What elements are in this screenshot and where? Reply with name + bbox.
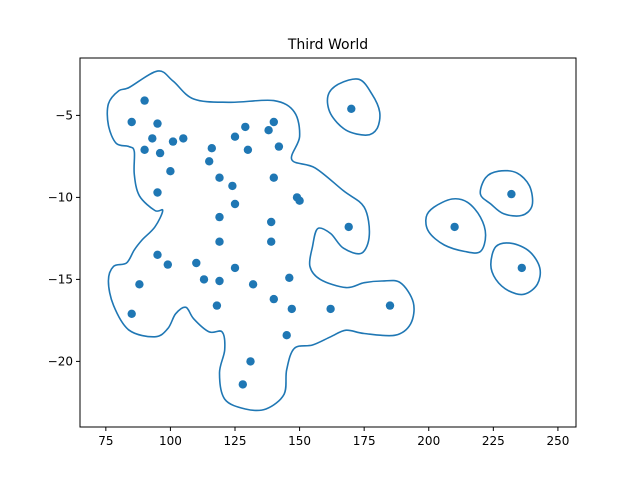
cluster-outlines [106, 70, 542, 412]
data-point [230, 263, 240, 273]
data-point [127, 309, 136, 318]
data-point [166, 167, 175, 176]
x-tick-label: 150 [288, 434, 311, 448]
data-point [238, 380, 247, 389]
data-point [199, 275, 209, 284]
data-point [163, 260, 172, 269]
data-point [344, 222, 353, 232]
y-axis: −5 −10 −15 −20 [48, 108, 80, 368]
y-tick-label: −5 [55, 108, 73, 122]
y-tick-label: −10 [48, 190, 73, 204]
data-point [230, 132, 240, 141]
chart-title: Third World [287, 37, 368, 53]
data-point [274, 142, 284, 151]
x-tick-label: 175 [353, 434, 376, 448]
x-tick-label: 100 [159, 434, 182, 448]
x-tick-label: 75 [98, 434, 113, 448]
data-point [269, 117, 278, 127]
plot-frame [79, 57, 577, 428]
data-point [153, 188, 162, 197]
data-point [127, 117, 136, 127]
y-tick-label: −20 [48, 354, 73, 368]
data-point [212, 301, 222, 310]
data-point [215, 237, 224, 246]
data-point [295, 196, 304, 205]
data-point [282, 331, 291, 340]
data-point [153, 119, 162, 128]
cluster-outline-3 [424, 197, 487, 254]
x-tick-label: 125 [224, 434, 247, 448]
data-point [287, 304, 296, 314]
data-point [153, 250, 162, 259]
data-point [215, 212, 224, 222]
data-point [228, 181, 237, 191]
data-point [135, 280, 144, 289]
data-point [248, 280, 258, 289]
data-point [347, 104, 356, 114]
data-point [285, 273, 294, 282]
cluster-outline-5 [489, 242, 542, 296]
data-point [192, 258, 201, 268]
data-points [127, 96, 526, 389]
data-point [205, 157, 214, 166]
data-point [207, 144, 216, 153]
data-point [215, 173, 224, 182]
data-point [148, 134, 157, 143]
data-point [517, 263, 526, 273]
data-point [267, 237, 276, 246]
data-point [140, 96, 149, 105]
data-point [507, 189, 516, 199]
data-point [155, 148, 165, 158]
x-tick-label: 200 [417, 434, 440, 448]
data-point [326, 304, 335, 314]
cluster-outline-2 [326, 78, 381, 136]
data-point [230, 199, 240, 209]
x-axis: 75 100 125 150 175 200 225 250 [98, 427, 569, 448]
data-point [246, 357, 255, 366]
x-tick-label: 250 [546, 434, 569, 448]
data-point [269, 294, 278, 304]
x-tick-label: 225 [482, 434, 505, 448]
data-point [264, 126, 273, 135]
cluster-outline-1 [106, 70, 415, 412]
data-point [385, 301, 395, 310]
cluster-outline-4 [479, 169, 534, 217]
data-point [267, 217, 276, 227]
data-point [450, 222, 459, 232]
data-point [179, 134, 188, 143]
data-point [168, 137, 178, 146]
data-point [269, 173, 278, 182]
y-tick-label: −15 [48, 272, 73, 286]
data-point [215, 276, 224, 286]
data-point [241, 122, 250, 132]
data-point [243, 145, 253, 154]
data-point [140, 145, 149, 154]
